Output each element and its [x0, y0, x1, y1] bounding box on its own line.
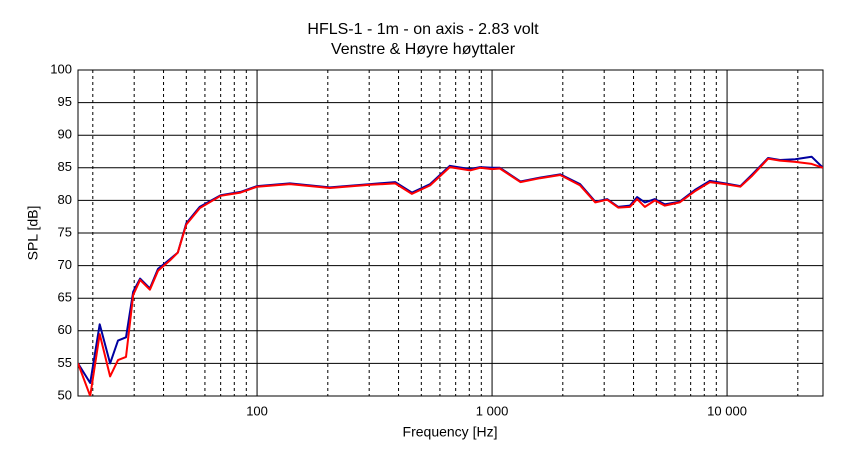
x-tick-label: 10 000 — [707, 403, 747, 418]
y-tick-label: 80 — [58, 192, 72, 207]
y-tick-label: 85 — [58, 159, 72, 174]
x-tick-label: 100 — [246, 403, 268, 418]
y-tick-label: 90 — [58, 127, 72, 142]
y-tick-label: 70 — [58, 257, 72, 272]
x-axis-label: Frequency [Hz] — [403, 424, 498, 440]
y-tick-label: 100 — [50, 61, 72, 76]
y-tick-label: 95 — [58, 94, 72, 109]
chart-title: HFLS-1 - 1m - on axis - 2.83 volt — [307, 21, 539, 38]
y-axis-label: SPL [dB] — [25, 206, 41, 261]
y-tick-label: 55 — [58, 355, 72, 370]
series-line — [78, 155, 823, 384]
y-tick-label: 75 — [58, 224, 72, 239]
series-line — [78, 157, 823, 396]
plot-frame — [77, 69, 824, 397]
y-tick-label: 50 — [58, 387, 72, 402]
y-tick-label: 65 — [58, 290, 72, 305]
y-tick-label: 60 — [58, 322, 72, 337]
chart-subtitle: Venstre & Høyre høyttaler — [331, 41, 516, 58]
x-tick-label: 1 000 — [476, 403, 509, 418]
